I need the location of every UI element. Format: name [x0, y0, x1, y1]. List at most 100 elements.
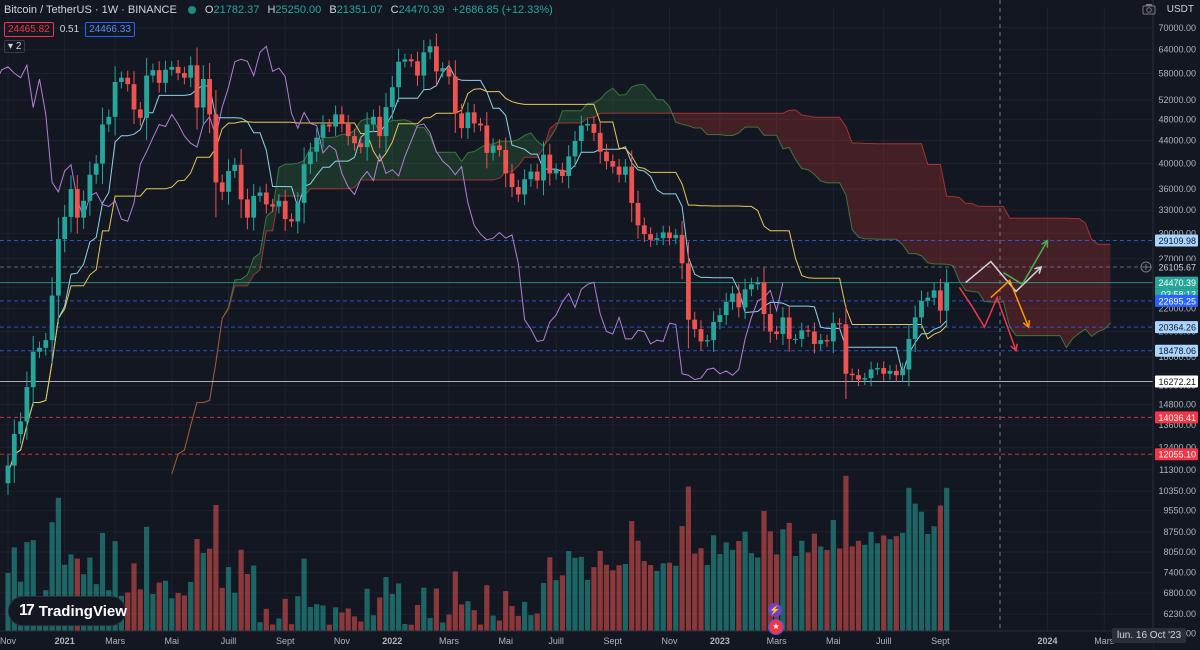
cloud-segment [801, 114, 809, 170]
us-flag-icon[interactable]: ★ [768, 619, 784, 635]
candle-body [610, 161, 616, 167]
candle-body [270, 204, 275, 207]
cloud-segment [688, 113, 695, 128]
volume-bar [181, 595, 187, 640]
candle-body [641, 225, 647, 235]
price-level-label: 20364.26 [1158, 323, 1196, 333]
cloud-segment [789, 109, 796, 160]
candle-body [415, 61, 420, 76]
candle-body [263, 192, 269, 205]
cloud-segment [770, 113, 777, 136]
cloud-segment [272, 167, 279, 231]
cloud-segment [512, 139, 519, 172]
price-level-label: 16272.21 [1158, 377, 1196, 387]
volume-bar [421, 587, 427, 640]
camera-icon[interactable] [1142, 3, 1156, 15]
volume-bar [452, 571, 458, 640]
candle-body [749, 284, 754, 290]
symbol-title[interactable]: Bitcoin / TetherUS · 1W · BINANCE [4, 4, 177, 16]
candle-body [503, 149, 509, 174]
volume-bar [918, 511, 925, 640]
cloud-segment [474, 147, 481, 180]
candle-body [5, 465, 11, 484]
flash-icon[interactable]: ⚡ [768, 603, 782, 617]
crosshair-date-label: lun. 16 Oct '23 [1112, 628, 1187, 643]
candle-body [333, 114, 338, 127]
price-tick-label: 7400.00 [1163, 567, 1196, 577]
cloud-segment [795, 109, 802, 169]
candle-body [295, 202, 301, 222]
cloud-segment [915, 143, 922, 256]
candle-body [49, 295, 55, 341]
cloud-segment [858, 142, 865, 239]
price-tick-label: 64000.00 [1158, 45, 1196, 55]
symbol-header[interactable]: Bitcoin / TetherUS · 1W · BINANCE O21782… [4, 4, 558, 16]
price-tick-label: 6800.00 [1163, 588, 1196, 598]
price-tick-label: 40000.00 [1158, 159, 1196, 169]
volume-bar [339, 612, 345, 640]
candle-body [541, 154, 546, 181]
sell-price-button[interactable]: 24465.82 [4, 22, 54, 37]
candle-body [169, 66, 175, 70]
currency-label[interactable]: USDT [1166, 4, 1194, 15]
volume-bar [49, 522, 55, 640]
volume-bar [333, 607, 339, 640]
cloud-segment [467, 151, 475, 180]
cloud-segment [1091, 239, 1098, 337]
volume-bar [679, 526, 685, 640]
countdown-label: 03:58:13 [1161, 290, 1196, 300]
volume-bar [780, 529, 786, 640]
candle-body [352, 136, 357, 144]
close-label: C [390, 4, 399, 16]
candle-body [137, 109, 143, 118]
cloud-segment [1085, 222, 1092, 337]
candle-body [780, 317, 786, 334]
volume-bar [301, 558, 307, 640]
volume-bar [345, 608, 351, 640]
price-tick-label: 52000.00 [1158, 95, 1196, 105]
add-alert-icon [1140, 261, 1152, 273]
candle-body [112, 82, 118, 117]
volume-bar [906, 487, 912, 640]
candle-body [213, 114, 219, 183]
candle-body [875, 368, 880, 370]
volume-bar [131, 563, 137, 640]
volume-bar [729, 549, 736, 640]
candle-body [856, 375, 861, 380]
candle-body [616, 166, 622, 175]
volume-bar [748, 553, 754, 640]
candle-body [604, 151, 609, 162]
indicators-toggle[interactable]: ▾ 2 [4, 40, 26, 53]
volume-bar [414, 605, 421, 640]
cloud-segment [890, 143, 897, 240]
volume-bar [351, 616, 358, 640]
spread-value: 0.51 [59, 24, 80, 35]
cloud-segment [852, 142, 859, 238]
volume-bar [547, 557, 553, 640]
cloud-segment [480, 144, 487, 180]
cloud-segment [612, 88, 620, 114]
projection-arrowhead [1034, 265, 1043, 274]
candle-body [635, 202, 641, 226]
ichimoku-lines [0, 45, 948, 475]
kijun-line [7, 88, 948, 475]
volume-bar [629, 521, 635, 640]
cloud-segment [631, 84, 638, 114]
volume-bar [238, 549, 244, 640]
time-tick-label: Mars [1094, 636, 1114, 646]
candle-body [188, 65, 194, 78]
candle-body [345, 123, 351, 137]
volume-bar [364, 588, 370, 640]
projection-path [1003, 240, 1049, 286]
volume-bar [465, 601, 471, 640]
cloud-segment [518, 135, 525, 166]
candle-body [673, 234, 679, 239]
cloud-segment [997, 206, 1004, 303]
cloud-segment [442, 152, 449, 180]
price-level-label: 29109.98 [1158, 236, 1196, 246]
buy-price-button[interactable]: 24466.33 [85, 22, 135, 37]
volume-bar [389, 593, 395, 640]
volume-bar [660, 563, 666, 640]
time-tick-label: Mars [767, 636, 787, 646]
